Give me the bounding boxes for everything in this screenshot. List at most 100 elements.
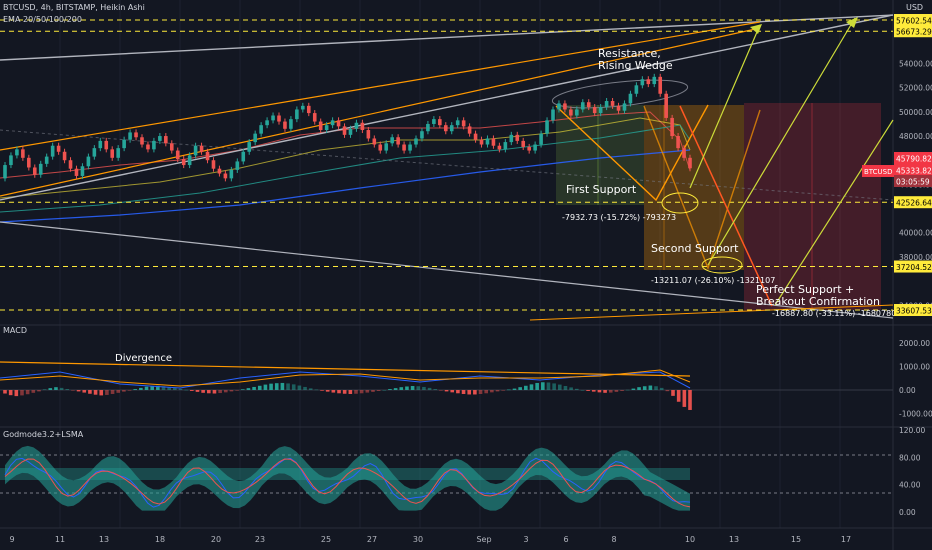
candle[interactable] [432, 119, 436, 124]
candle[interactable] [21, 149, 25, 158]
candle[interactable] [676, 136, 680, 149]
candle[interactable] [592, 107, 597, 114]
candle[interactable] [658, 76, 663, 94]
candle[interactable] [515, 134, 520, 141]
projection-1[interactable] [555, 104, 709, 202]
candle[interactable] [569, 109, 573, 116]
candle[interactable] [455, 120, 460, 126]
candle[interactable] [259, 125, 263, 134]
candle[interactable] [610, 101, 615, 106]
candle[interactable] [283, 121, 287, 129]
candle[interactable] [15, 149, 19, 156]
candle[interactable] [128, 132, 132, 140]
candle[interactable] [38, 163, 43, 175]
candle[interactable] [628, 93, 633, 104]
target-arrow-2[interactable] [707, 17, 856, 266]
candle[interactable] [312, 113, 317, 122]
candle[interactable] [44, 156, 49, 164]
candle[interactable] [175, 150, 180, 160]
support-ellipse-2[interactable] [701, 256, 743, 274]
candle[interactable] [527, 146, 531, 151]
macd-label[interactable]: MACD [3, 326, 27, 335]
candle[interactable] [491, 138, 496, 146]
candle[interactable] [539, 133, 543, 145]
target-arrow-1[interactable] [689, 24, 761, 189]
candle[interactable] [140, 137, 144, 145]
candle[interactable] [235, 161, 240, 170]
lower-grey-line[interactable] [0, 221, 894, 319]
candle[interactable] [688, 157, 692, 169]
candle[interactable] [497, 145, 502, 150]
candle[interactable] [330, 120, 335, 126]
candle[interactable] [104, 140, 109, 150]
candle[interactable] [295, 109, 299, 120]
candle[interactable] [443, 125, 448, 132]
candle[interactable] [152, 140, 156, 150]
candle[interactable] [634, 85, 639, 94]
candle[interactable] [3, 165, 7, 179]
candle[interactable] [116, 148, 120, 158]
candle[interactable] [503, 142, 508, 150]
resistance-ellipse[interactable] [551, 75, 689, 113]
candle[interactable] [545, 120, 549, 134]
candle[interactable] [366, 130, 371, 139]
candle[interactable] [372, 138, 377, 145]
candle[interactable] [408, 144, 412, 151]
candle[interactable] [646, 79, 651, 85]
candle[interactable] [205, 151, 210, 161]
projection-3[interactable] [679, 105, 773, 307]
candle[interactable] [217, 168, 222, 174]
candle[interactable] [604, 101, 609, 108]
candle[interactable] [426, 123, 430, 132]
candle[interactable] [289, 119, 293, 129]
candle[interactable] [9, 155, 13, 166]
candle[interactable] [414, 138, 418, 145]
candle[interactable] [80, 166, 85, 176]
candle[interactable] [652, 76, 657, 85]
candle[interactable] [682, 148, 686, 158]
candle[interactable] [253, 133, 257, 143]
candle[interactable] [640, 79, 645, 86]
symbol-header[interactable]: BTCUSD, 4h, BITSTAMP, Heikin Ashi [3, 3, 145, 12]
candle[interactable] [438, 119, 442, 126]
candle[interactable] [241, 151, 246, 162]
candle[interactable] [551, 109, 555, 121]
candle[interactable] [586, 102, 591, 108]
candle[interactable] [32, 167, 37, 175]
candle[interactable] [557, 103, 561, 110]
candle[interactable] [211, 160, 216, 169]
candle[interactable] [533, 144, 537, 151]
candle[interactable] [306, 105, 311, 114]
candle[interactable] [265, 120, 269, 126]
candle[interactable] [467, 126, 472, 134]
wedge-lower-grey-line[interactable] [0, 14, 894, 201]
candle[interactable] [187, 155, 192, 166]
candle[interactable] [580, 102, 585, 110]
candle[interactable] [271, 115, 275, 121]
candle[interactable] [318, 121, 323, 131]
candle[interactable] [378, 144, 383, 151]
candle[interactable] [336, 120, 341, 127]
candle[interactable] [181, 159, 186, 166]
candle[interactable] [449, 125, 454, 132]
candle[interactable] [622, 103, 627, 111]
candle[interactable] [146, 144, 150, 150]
candle[interactable] [110, 149, 115, 158]
candle[interactable] [342, 126, 347, 135]
candle[interactable] [348, 128, 353, 135]
candle[interactable] [68, 160, 73, 169]
candle[interactable] [164, 136, 168, 144]
candle[interactable] [354, 122, 359, 129]
candle[interactable] [396, 137, 400, 145]
ema-legend[interactable]: EMA 20/50/100/200 [3, 15, 82, 24]
upper-grey-line[interactable] [0, 14, 894, 61]
horizontal-levels[interactable] [0, 19, 893, 311]
candle[interactable] [301, 105, 305, 110]
candle[interactable] [521, 140, 526, 147]
candle[interactable] [27, 157, 31, 168]
candle[interactable] [616, 105, 621, 111]
measure-box-orange[interactable] [644, 105, 744, 270]
candle[interactable] [229, 169, 234, 179]
candle[interactable] [74, 168, 79, 176]
